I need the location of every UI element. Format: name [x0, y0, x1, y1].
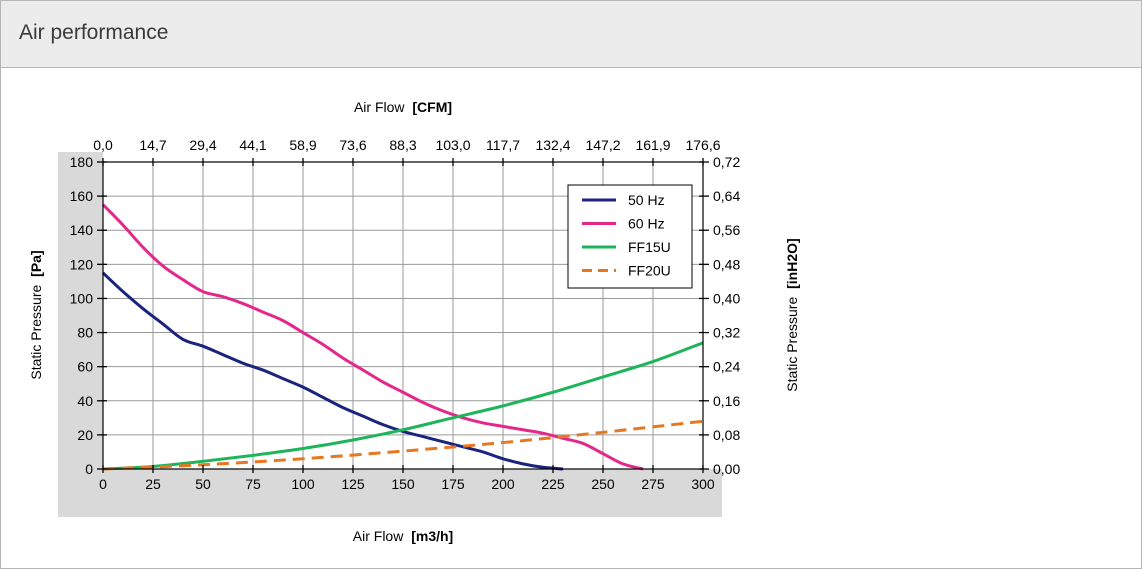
top-axis-title: Air Flow [CFM] — [354, 99, 452, 115]
right-tick-label: 0,08 — [713, 427, 740, 443]
left-axis-title: Static Pressure [Pa] — [28, 250, 44, 379]
right-tick-label: 0,16 — [713, 393, 740, 409]
y-tick-label: 160 — [70, 188, 94, 204]
y-tick-label: 180 — [70, 154, 94, 170]
top-tick-label: 58,9 — [289, 137, 316, 153]
series-line-50-hz — [101, 271, 564, 471]
top-tick-label: 132,4 — [535, 137, 570, 153]
right-tick-label: 0,72 — [713, 154, 740, 170]
top-tick-label: 73,6 — [339, 137, 366, 153]
panel-title: Air performance — [19, 21, 169, 44]
frame-left — [58, 152, 103, 517]
legend-label: FF20U — [628, 263, 671, 279]
right-axis-title: Static Pressure [inH2O] — [784, 238, 800, 391]
legend-label: 60 Hz — [628, 216, 665, 232]
y-tick-label: 100 — [70, 290, 94, 306]
series-line-60-hz — [101, 203, 644, 471]
top-tick-label: 161,9 — [635, 137, 670, 153]
top-tick-label: 88,3 — [389, 137, 416, 153]
x-tick-label: 25 — [145, 476, 161, 492]
top-tick-label: 117,7 — [486, 137, 520, 153]
legend-label: FF15U — [628, 239, 671, 255]
top-axis-unit: [CFM] — [412, 99, 452, 115]
x-tick-label: 75 — [245, 476, 261, 492]
right-tick-label: 0,56 — [713, 222, 740, 238]
top-tick-label: 44,1 — [239, 137, 266, 153]
left-axis-label: Static Pressure — [28, 285, 44, 380]
right-tick-label: 0,64 — [713, 188, 740, 204]
top-axis-label: Air Flow — [354, 99, 405, 115]
right-tick-label: 0,32 — [713, 325, 740, 341]
y-tick-label: 20 — [77, 427, 93, 443]
bottom-axis-title: Air Flow [m3/h] — [353, 528, 453, 544]
top-tick-label: 103,0 — [435, 137, 470, 153]
x-tick-label: 250 — [591, 476, 615, 492]
top-tick-label: 0,0 — [93, 137, 113, 153]
y-tick-label: 120 — [70, 256, 94, 272]
bottom-axis-unit: [m3/h] — [411, 528, 453, 544]
x-tick-label: 125 — [341, 476, 365, 492]
x-tick-label: 275 — [641, 476, 665, 492]
x-tick-label: 225 — [541, 476, 565, 492]
top-tick-label: 176,6 — [685, 137, 720, 153]
y-tick-label: 0 — [85, 461, 93, 477]
panel-header: Air performance — [1, 1, 1141, 68]
x-tick-label: 100 — [291, 476, 315, 492]
grid — [103, 162, 703, 469]
bottom-axis-label: Air Flow — [353, 528, 404, 544]
x-tick-label: 300 — [691, 476, 715, 492]
right-tick-label: 0,40 — [713, 290, 740, 306]
y-tick-label: 60 — [77, 359, 93, 375]
right-tick-label: 0,00 — [713, 461, 740, 477]
top-tick-label: 147,2 — [585, 137, 620, 153]
legend: 50 Hz 60 Hz FF15U FF20U — [567, 184, 693, 289]
series-layer — [101, 203, 704, 471]
y-tick-label: 40 — [77, 393, 93, 409]
x-tick-label: 0 — [99, 476, 107, 492]
right-axis-label: Static Pressure — [784, 297, 800, 392]
x-tick-label: 50 — [195, 476, 211, 492]
right-axis-unit: [inH2O] — [784, 238, 800, 289]
x-tick-label: 175 — [441, 476, 465, 492]
y-tick-label: 80 — [77, 325, 93, 341]
frame-bottom — [58, 469, 722, 517]
y-tick-label: 140 — [70, 222, 94, 238]
x-tick-label: 200 — [491, 476, 515, 492]
x-tick-label: 150 — [391, 476, 415, 492]
legend-label: 50 Hz — [628, 192, 665, 208]
series-line-ff20u — [102, 419, 704, 471]
right-tick-label: 0,24 — [713, 359, 740, 375]
left-axis-unit: [Pa] — [28, 250, 44, 276]
series-line-ff15u — [102, 341, 704, 471]
right-tick-label: 0,48 — [713, 256, 740, 272]
top-tick-label: 14,7 — [139, 137, 166, 153]
top-tick-label: 29,4 — [189, 137, 216, 153]
